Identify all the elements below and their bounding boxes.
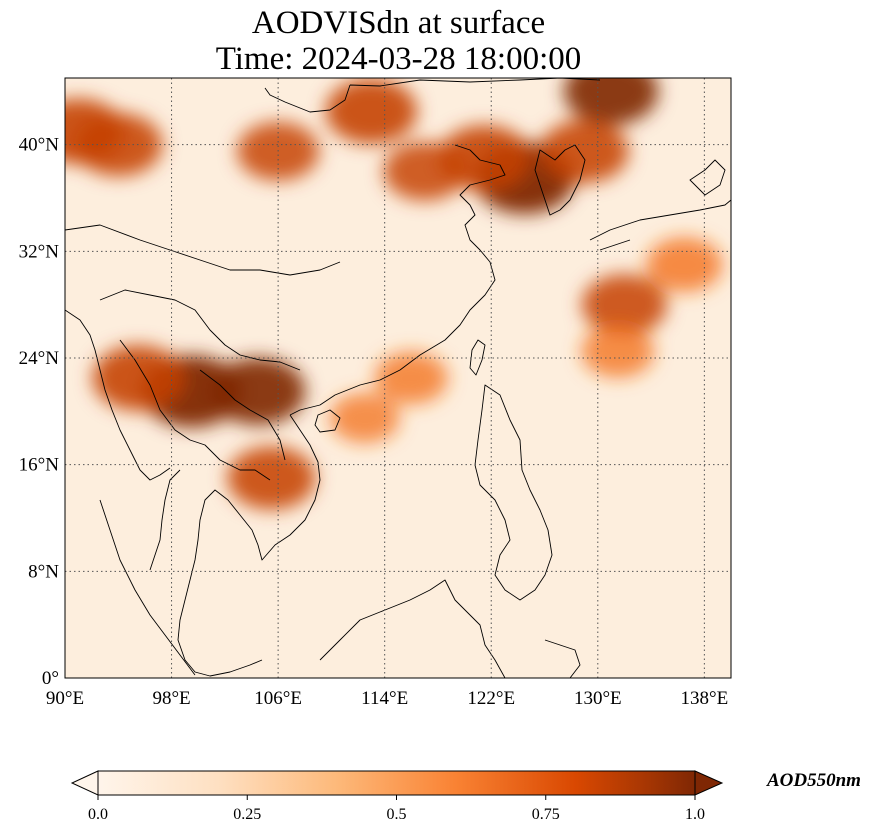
aod-hotspot — [540, 119, 629, 183]
aod-hotspot — [374, 351, 448, 405]
y-tick-label: 32°N — [19, 241, 60, 262]
coastline-sulawesi — [544, 639, 581, 678]
y-tick-label: 40°N — [19, 135, 60, 156]
colorbar-tick-label: 0.75 — [531, 806, 560, 823]
border-china-interior — [65, 224, 341, 371]
colorbar-title: AOD550nm — [767, 770, 861, 791]
coastline-taiwan — [469, 339, 486, 376]
aod-hotspot — [581, 325, 655, 378]
aod-hotspot — [210, 357, 306, 426]
x-tick-label: 90°E — [46, 688, 84, 709]
y-tick-label: 0° — [42, 668, 59, 689]
x-tick-label: 122°E — [467, 688, 515, 709]
border-mainland-se-asia — [119, 339, 286, 481]
aod-hotspot — [227, 446, 316, 510]
colorbar-tick-label: 0.25 — [233, 806, 262, 823]
aod-hotspot — [329, 393, 400, 443]
coastline-philippines — [474, 384, 553, 601]
colorbar-extend-low — [70, 770, 99, 796]
x-tick-label: 114°E — [361, 688, 408, 709]
coastline-japan — [589, 159, 731, 251]
aod-hotspot — [74, 113, 163, 177]
aod-hotspot — [581, 274, 668, 336]
map-title-line1: AODVISdn at surface — [251, 5, 546, 41]
coastline-indochina — [149, 414, 321, 677]
coastline-hainan — [314, 409, 341, 433]
y-tick-label: 16°N — [19, 455, 60, 476]
aod-hotspot — [383, 141, 466, 201]
coastline-borneo — [319, 579, 506, 678]
coastline-east-asia — [264, 78, 601, 416]
y-tick-label: 24°N — [19, 348, 60, 369]
y-tick-label: 8°N — [28, 561, 59, 582]
colorbar-tick-label: 1.0 — [685, 806, 705, 823]
aod-hotspot — [563, 78, 659, 126]
aod-hotspot — [92, 345, 185, 411]
colorbar-gradient — [98, 771, 695, 795]
coastline-bay-of-bengal — [65, 309, 171, 481]
colorbar-tick-label: 0.5 — [386, 806, 407, 823]
coastline-korea — [534, 144, 586, 216]
x-tick-label: 138°E — [681, 688, 729, 709]
aod-hotspot — [325, 78, 418, 145]
map-frame — [64, 77, 732, 679]
x-tick-label: 106°E — [254, 688, 302, 709]
map-title-line2: Time: 2024-03-28 18:00:00 — [215, 41, 582, 77]
aod-hotspot — [646, 237, 723, 292]
x-tick-label: 130°E — [574, 688, 622, 709]
x-tick-label: 98°E — [152, 688, 190, 709]
colorbar-extend-high — [694, 770, 724, 796]
colorbar-tick-label: 0.0 — [88, 806, 108, 823]
coastline-sumatra — [99, 499, 196, 676]
